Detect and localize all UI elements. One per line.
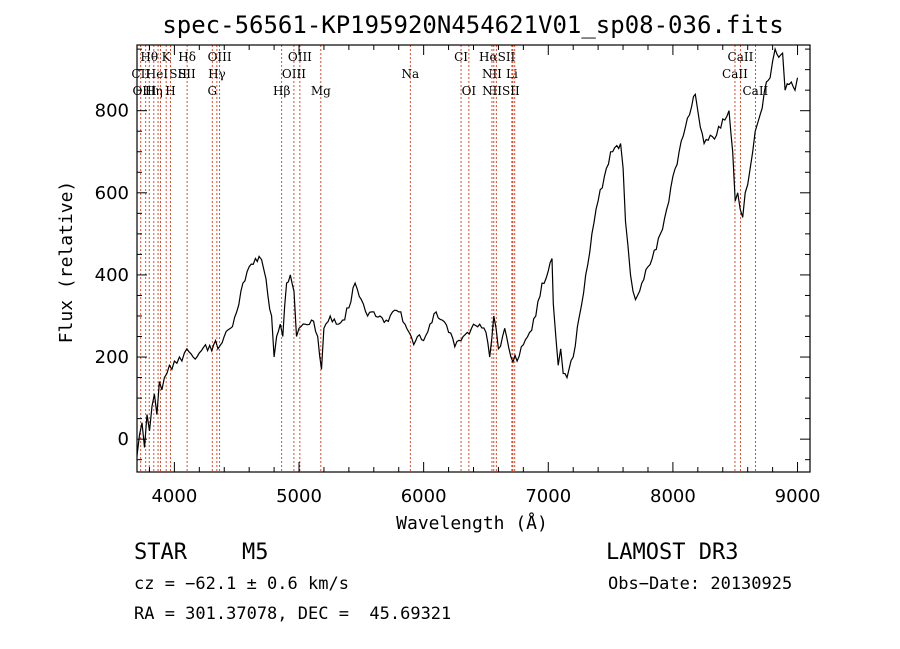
y-tick-label-0: 0 bbox=[118, 429, 129, 450]
x-axis-label: Wavelength (Å) bbox=[396, 512, 548, 534]
x-axis-ticks: 4000 5000 6000 7000 8000 9000 bbox=[148, 45, 821, 507]
line-label-25: CaII bbox=[722, 67, 748, 81]
line-label-12: G bbox=[207, 84, 217, 98]
coordinates: RA = 301.37078, DEC = 45.69321 bbox=[134, 604, 452, 624]
line-label-4: Hη bbox=[145, 84, 163, 98]
line-label-7: SII bbox=[169, 67, 187, 81]
y-tick-label-400: 400 bbox=[95, 265, 129, 286]
chart-title: spec-56561-KP195920N454621V01_sp08-036.f… bbox=[162, 11, 783, 39]
line-label-21: NII bbox=[482, 67, 502, 81]
line-label-3: HeI bbox=[146, 67, 169, 81]
emission-line-markers bbox=[140, 45, 756, 472]
line-label-22: NIISII bbox=[482, 84, 520, 98]
y-axis-label: Flux (relative) bbox=[56, 181, 77, 344]
x-tick-label-4000: 4000 bbox=[151, 486, 197, 507]
y-tick-label-600: 600 bbox=[95, 183, 129, 204]
line-label-0: Hθ bbox=[140, 50, 158, 64]
line-label-10: OIII bbox=[208, 50, 232, 64]
line-label-6: H bbox=[165, 84, 175, 98]
x-tick-label-6000: 6000 bbox=[401, 486, 447, 507]
redshift-value: cz = −62.1 ± 0.6 km/s bbox=[134, 574, 349, 594]
object-subclass: M5 bbox=[242, 540, 269, 565]
line-label-17: Na bbox=[401, 67, 419, 81]
y-axis-ticks: 0 200 400 600 800 bbox=[95, 48, 810, 461]
line-label-24: CaII bbox=[728, 50, 754, 64]
spectrum-line bbox=[136, 46, 799, 456]
line-label-2: OIII bbox=[132, 84, 156, 98]
x-tick-label-8000: 8000 bbox=[650, 486, 696, 507]
line-label-18: CI bbox=[454, 50, 468, 64]
line-label-19: OI bbox=[462, 84, 477, 98]
line-label-14: OIII bbox=[282, 67, 306, 81]
survey-name: LAMOST DR3 bbox=[606, 540, 739, 565]
observation-date: Obs−Date: 20130925 bbox=[608, 574, 793, 594]
x-tick-label-7000: 7000 bbox=[525, 486, 571, 507]
x-tick-label-5000: 5000 bbox=[276, 486, 322, 507]
line-label-23: Li bbox=[506, 67, 518, 81]
line-label-16: Mg bbox=[311, 84, 331, 98]
emission-line-labels: HθCIIOIIIHeIHηKHSIIHδSIIOIIIHγGOIIIOIIIH… bbox=[131, 50, 768, 98]
line-label-13: OIII bbox=[288, 50, 312, 64]
line-label-15: Hβ bbox=[273, 84, 290, 98]
y-tick-label-200: 200 bbox=[95, 347, 129, 368]
line-label-11: Hγ bbox=[208, 67, 226, 81]
plot-frame bbox=[136, 44, 811, 473]
line-label-9: SII bbox=[178, 67, 196, 81]
line-label-8: Hδ bbox=[178, 50, 196, 64]
line-label-20: HαSII bbox=[479, 50, 516, 64]
line-label-5: K bbox=[162, 50, 172, 64]
line-label-26: CaII bbox=[742, 84, 768, 98]
x-tick-label-9000: 9000 bbox=[775, 486, 821, 507]
line-label-1: CII bbox=[131, 67, 150, 81]
y-tick-label-800: 800 bbox=[95, 101, 129, 122]
object-type: STAR bbox=[134, 540, 187, 565]
